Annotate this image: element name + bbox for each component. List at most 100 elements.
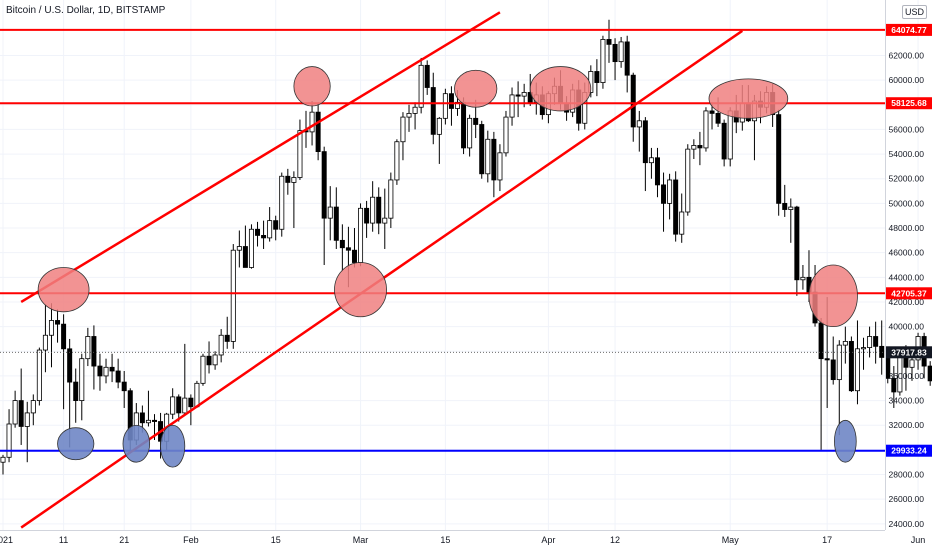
candle — [406, 104, 412, 132]
candle — [85, 327, 91, 367]
candle — [830, 336, 836, 385]
candle — [79, 353, 85, 421]
y-tick-label: 26000.00 — [889, 494, 925, 504]
candle — [351, 228, 357, 268]
candle — [224, 316, 230, 349]
red-highlight-circle[interactable] — [293, 66, 331, 107]
svg-text:58125.68: 58125.68 — [891, 98, 927, 108]
candle — [42, 304, 48, 373]
candle — [794, 205, 800, 296]
candle — [382, 188, 388, 249]
candle — [673, 171, 679, 242]
y-tick-label: 48000.00 — [889, 223, 925, 233]
candle — [339, 224, 345, 272]
candle — [285, 168, 291, 195]
level-price-label: 64074.77 — [886, 23, 932, 36]
candle — [867, 326, 873, 358]
x-tick-label: 17 — [822, 535, 832, 545]
candle — [703, 107, 709, 152]
candle — [854, 320, 860, 405]
chart-title: Bitcoin / U.S. Dollar, 1D, BITSTAMP — [6, 5, 166, 16]
candle — [97, 353, 103, 391]
candle — [48, 303, 54, 368]
time-axis[interactable]: 20211121Feb15Mar15Apr12May17Jun14 — [0, 530, 932, 546]
y-tick-label: 60000.00 — [889, 75, 925, 85]
candle — [115, 358, 121, 389]
candle — [121, 371, 127, 408]
candle — [273, 215, 279, 241]
y-tick-label: 40000.00 — [889, 322, 925, 332]
blue-highlight-circle[interactable] — [122, 424, 151, 463]
currency-badge[interactable]: USD — [902, 5, 928, 19]
level-price-label: 58125.68 — [886, 97, 932, 110]
candle — [721, 119, 727, 167]
candle — [255, 221, 261, 247]
trend-line[interactable] — [20, 11, 501, 304]
candle — [479, 120, 485, 179]
red-highlight-circle[interactable] — [37, 267, 90, 313]
svg-text:42705.37: 42705.37 — [891, 288, 927, 298]
candle — [697, 131, 703, 166]
blue-highlight-circle[interactable] — [160, 424, 186, 468]
y-tick-label: 32000.00 — [889, 420, 925, 430]
candle — [315, 102, 321, 161]
candle — [503, 110, 509, 157]
y-tick-label: 44000.00 — [889, 272, 925, 282]
candle — [636, 110, 642, 152]
candle — [685, 144, 691, 216]
blue-highlight-circle[interactable] — [57, 427, 95, 461]
candle — [145, 390, 151, 427]
x-tick-label: 2021 — [0, 535, 13, 545]
price-axis[interactable]: 24000.0026000.0028000.0030000.0032000.00… — [885, 0, 932, 530]
candle — [248, 224, 254, 269]
candle — [230, 244, 236, 349]
x-tick-label: 11 — [59, 535, 68, 545]
level-price-label: 29933.24 — [886, 444, 932, 457]
candle — [176, 394, 182, 422]
red-highlight-circle[interactable] — [808, 264, 858, 328]
candle — [358, 203, 364, 267]
svg-text:64074.77: 64074.77 — [891, 25, 927, 35]
candle — [642, 117, 648, 192]
candle — [448, 86, 454, 126]
last-price-label: 37917.83 — [886, 346, 932, 359]
candle — [436, 117, 442, 164]
x-tick-label: May — [722, 535, 740, 545]
candle — [18, 368, 24, 445]
candle — [661, 172, 667, 232]
candle — [800, 265, 806, 290]
x-tick-label: Mar — [353, 535, 369, 545]
candle — [109, 353, 115, 383]
candle — [873, 321, 879, 364]
y-tick-label: 42000.00 — [889, 297, 925, 307]
red-highlight-circle[interactable] — [529, 66, 592, 112]
y-tick-label: 62000.00 — [889, 50, 925, 60]
candle — [606, 19, 612, 63]
candle — [624, 35, 630, 93]
candle — [509, 87, 515, 126]
candle — [879, 320, 885, 375]
candle — [327, 186, 333, 241]
x-tick-label: 21 — [119, 535, 129, 545]
y-tick-label: 56000.00 — [889, 124, 925, 134]
candle — [370, 181, 376, 232]
blue-highlight-circle[interactable] — [834, 419, 857, 463]
candle — [654, 147, 660, 198]
candle — [861, 337, 867, 370]
y-tick-label: 50000.00 — [889, 198, 925, 208]
candle — [182, 343, 188, 415]
red-highlight-circle[interactable] — [454, 69, 498, 108]
red-highlight-circle[interactable] — [334, 262, 387, 318]
level-price-label: 42705.37 — [886, 287, 932, 300]
candle — [103, 358, 109, 384]
candle — [394, 139, 400, 185]
x-tick-label: Feb — [183, 535, 199, 545]
candle — [170, 388, 176, 420]
candle — [61, 314, 67, 410]
candle — [691, 139, 697, 159]
candle — [412, 102, 418, 130]
red-highlight-circle[interactable] — [708, 78, 789, 119]
candle — [376, 187, 382, 235]
candle — [442, 88, 448, 125]
